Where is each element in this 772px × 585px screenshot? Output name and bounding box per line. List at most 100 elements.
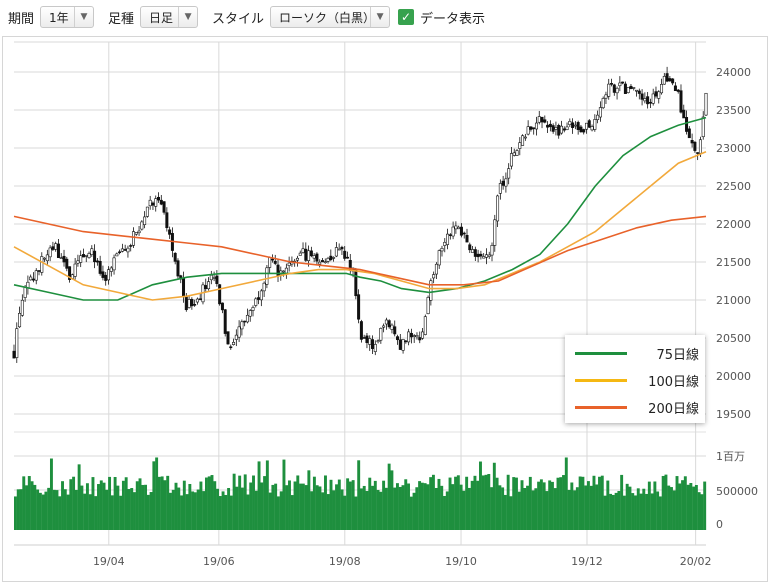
volume-bar [74, 489, 78, 530]
candle-body [362, 337, 366, 339]
volume-bar [191, 491, 195, 530]
candle-body [612, 84, 616, 93]
volume-bar [141, 484, 145, 530]
bar-type-select[interactable]: 日足 ▼ [140, 6, 199, 28]
candle-body [423, 316, 427, 335]
candle-body [165, 212, 169, 229]
candle-body [98, 260, 102, 274]
volume-bar [678, 483, 682, 530]
volume-bar [664, 474, 668, 530]
candle-body [534, 122, 538, 130]
candle-body [371, 339, 375, 349]
volume-bar [526, 485, 529, 530]
volume-bar [642, 488, 646, 530]
candle-body [565, 126, 569, 130]
price-tick-label: 19500 [716, 408, 751, 421]
volume-bar [700, 494, 704, 530]
volume-bar [332, 490, 336, 530]
volume-bar [459, 484, 463, 530]
volume-bar [365, 490, 369, 530]
candle-body [696, 152, 700, 154]
volume-bar [600, 475, 604, 530]
candle-body [315, 253, 319, 262]
candle-body [318, 261, 322, 265]
style-select[interactable]: ローソク（白黒） ▼ [270, 6, 391, 28]
volume-bar [97, 484, 100, 530]
volume-bar [409, 496, 413, 530]
price-tick-label: 22000 [716, 218, 751, 231]
candle-body [232, 341, 236, 345]
volume-bar [271, 484, 275, 530]
candle-body [618, 82, 622, 87]
candle-body [646, 96, 650, 105]
candle-body [115, 253, 119, 257]
candle-body [554, 127, 558, 130]
candle-body [479, 253, 483, 257]
candle-body [337, 248, 341, 251]
period-value: 1年 [49, 10, 69, 25]
price-tick-label: 21000 [716, 294, 751, 307]
volume-bar [155, 457, 159, 530]
data-display-checkbox[interactable]: ✓ [398, 9, 415, 25]
volume-bar [550, 481, 554, 530]
volume-bar [351, 480, 355, 530]
volume-bar [390, 470, 394, 530]
period-select[interactable]: 1年 ▼ [40, 6, 95, 28]
candle-body [671, 78, 675, 84]
volume-bar [531, 490, 535, 530]
volume-bar [528, 476, 532, 530]
candle-body [95, 260, 99, 263]
candle-body [73, 263, 77, 277]
volume-bar [246, 494, 250, 530]
volume-bar [221, 491, 225, 530]
volume-bar [326, 494, 330, 530]
candle-body [432, 274, 436, 279]
legend-item-100: 100日線 [575, 370, 699, 390]
candle-body [245, 314, 249, 323]
candle-body [54, 243, 58, 250]
candle-body [104, 274, 108, 281]
volume-bar [653, 481, 657, 530]
legend-label: 100日線 [648, 374, 699, 390]
volume-bar [501, 487, 505, 530]
candle-body [129, 245, 133, 247]
candle-body [457, 226, 461, 230]
candle-body [159, 199, 163, 205]
volume-bar [658, 496, 662, 530]
candle-body [326, 257, 330, 262]
candle-body [143, 216, 147, 225]
volume-bar [606, 480, 610, 530]
volume-bar [451, 484, 455, 530]
volume-bar [592, 475, 596, 530]
volume-bar [260, 482, 264, 530]
volume-bar [99, 480, 103, 530]
candle-body [254, 298, 258, 306]
candle-body [426, 297, 430, 315]
candle-body [148, 199, 152, 207]
candle-body [154, 198, 158, 207]
volume-bar [520, 480, 524, 530]
volume-bar [257, 461, 261, 530]
data-display-label: データ表示 [420, 11, 486, 27]
volume-bar [537, 481, 541, 530]
candle-body [212, 277, 216, 279]
volume-bar [567, 489, 571, 530]
volume-bar [667, 485, 671, 530]
volume-bar [94, 496, 98, 530]
volume-bar [30, 481, 34, 530]
volume-bar [249, 482, 253, 530]
volume-bar [199, 481, 203, 530]
candle-body [593, 119, 597, 130]
candle-body [145, 206, 149, 217]
volume-bar [534, 488, 538, 530]
volume-bar [503, 494, 507, 530]
candle-body [157, 196, 161, 201]
candle-body [551, 125, 555, 132]
candle-body [437, 250, 441, 266]
volume-bar [276, 496, 280, 530]
candle-body [12, 350, 16, 359]
volume-bar [578, 476, 582, 530]
volume-bar [661, 475, 665, 530]
candle-body [515, 150, 519, 156]
